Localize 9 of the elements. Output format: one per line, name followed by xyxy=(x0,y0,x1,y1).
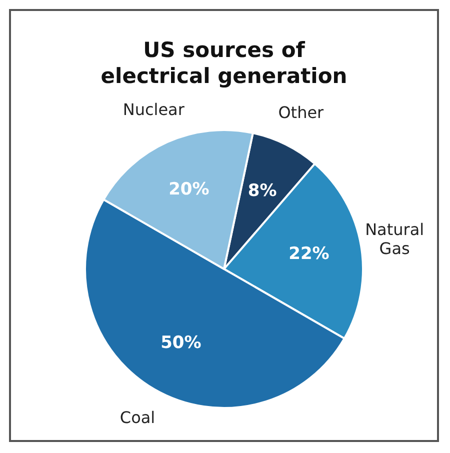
slice-label: Nuclear xyxy=(122,100,185,120)
slice-label: Natural Gas xyxy=(365,220,424,258)
data-label: 8% xyxy=(248,181,277,202)
slice-label: Other xyxy=(278,103,324,122)
data-label: 50% xyxy=(160,333,202,354)
data-label: 20% xyxy=(168,180,210,200)
slice-label: Coal xyxy=(120,408,156,427)
chart-title: US sources of electrical generation xyxy=(100,37,348,89)
data-label: 22% xyxy=(288,244,330,264)
